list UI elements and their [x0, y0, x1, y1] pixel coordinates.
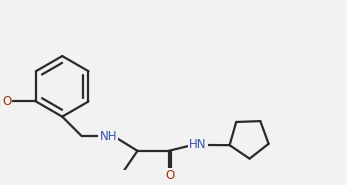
Text: HN: HN — [189, 139, 207, 152]
Text: O: O — [2, 95, 11, 108]
Text: O: O — [165, 169, 175, 182]
Text: NH: NH — [99, 130, 117, 143]
